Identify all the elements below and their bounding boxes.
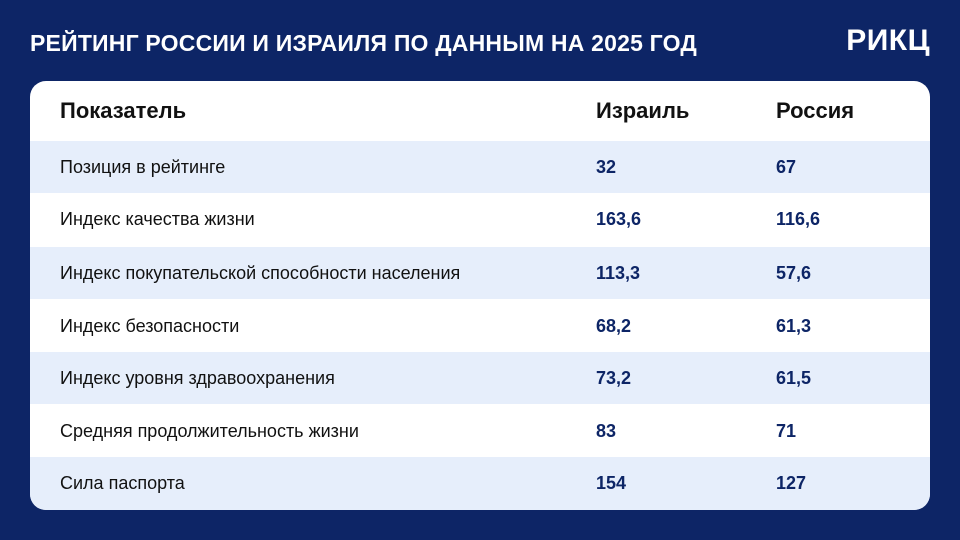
table-row: Средняя продолжительность жизни 83 71: [30, 405, 930, 457]
table-row: Индекс уровня здравоохранения 73,2 61,5: [30, 352, 930, 404]
table-row: Индекс покупательской способности населе…: [30, 247, 930, 299]
russia-value: 71: [776, 420, 797, 441]
row-label: Индекс качества жизни: [60, 208, 255, 229]
israel-value: 32: [596, 156, 617, 177]
israel-value: 154: [596, 473, 627, 493]
russia-value: 67: [776, 156, 797, 177]
israel-value: 73,2: [596, 367, 632, 388]
row-label: Индекс уровня здравоохранения: [60, 367, 335, 388]
row-label: Индекс безопасности: [60, 315, 240, 336]
header-russia: Россия: [776, 98, 855, 123]
israel-value: 83: [596, 420, 617, 441]
row-label: Позиция в рейтинге: [60, 156, 226, 177]
russia-value: 57,6: [776, 262, 812, 283]
russia-value: 116,6: [776, 208, 821, 229]
page-title: РЕЙТИНГ РОССИИ И ИЗРАИЛЯ ПО ДАННЫМ НА 20…: [30, 30, 697, 56]
table-row: Индекс качества жизни 163,6 116,6: [30, 193, 930, 245]
row-label: Индекс покупательской способности населе…: [60, 262, 461, 283]
row-label: Средняя продолжительность жизни: [60, 420, 359, 441]
row-label: Сила паспорта: [60, 473, 185, 493]
logo: РИКЦ: [846, 24, 930, 57]
table-header: Показатель Израиль Россия: [30, 81, 930, 141]
israel-value: 68,2: [596, 315, 632, 336]
header-israel: Израиль: [596, 98, 690, 123]
israel-value: 113,3: [596, 262, 641, 283]
russia-value: 61,3: [776, 315, 812, 336]
table-row: Позиция в рейтинге 32 67: [30, 141, 930, 193]
table-row: Индекс безопасности 68,2 61,3: [30, 300, 930, 352]
header-indicator: Показатель: [60, 98, 187, 123]
israel-value: 163,6: [596, 208, 642, 229]
russia-value: 127: [776, 473, 807, 493]
russia-value: 61,5: [776, 367, 812, 388]
table-row: Сила паспорта 154 127: [30, 457, 930, 510]
ratings-table: Показатель Израиль Россия Позиция в рейт…: [30, 81, 930, 510]
